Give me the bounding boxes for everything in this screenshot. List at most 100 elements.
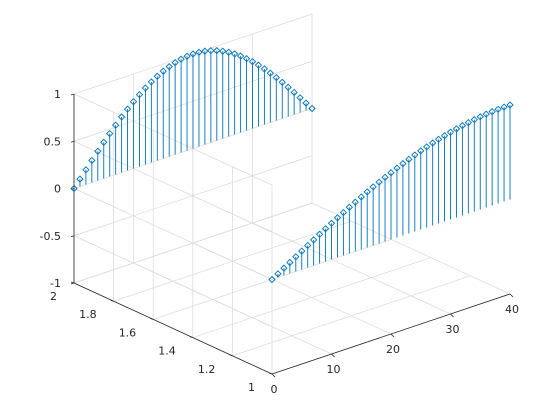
diamond-marker-series-2: [76, 175, 84, 183]
x-tick-mark: [509, 293, 514, 298]
grid-line-x-floor: [252, 222, 451, 315]
diamond-marker-series-2: [82, 166, 90, 174]
diamond-marker-series-2: [88, 156, 96, 165]
diamond-marker-series-2: [117, 113, 126, 121]
x-tick-mark: [450, 313, 454, 318]
x-tick-label: 0: [271, 383, 278, 396]
z-tick-label: -1: [50, 277, 61, 290]
diamond-marker-series-2: [171, 59, 179, 67]
y-tick-label: 1.8: [79, 308, 97, 321]
z-tick-label: 0: [54, 183, 61, 196]
diamond-marker-series-2: [153, 72, 161, 80]
diamond-marker-series-1: [369, 183, 377, 191]
diamond-marker-series-1: [327, 219, 336, 227]
x-tick-label: 40: [505, 303, 519, 316]
diamond-marker-series-1: [429, 139, 437, 147]
diamond-marker-series-2: [272, 73, 280, 82]
diamond-marker-series-2: [183, 52, 191, 60]
y-tick-mark: [110, 299, 114, 302]
x-tick-label: 30: [446, 323, 460, 336]
diamond-marker-series-1: [363, 188, 371, 196]
diamond-marker-series-1: [452, 125, 461, 133]
diamond-marker-series-2: [129, 98, 138, 106]
grid-line-z-left: [73, 140, 273, 233]
grid-line-y-floor: [192, 257, 431, 338]
diamond-marker-series-1: [268, 275, 276, 284]
diamond-marker-series-1: [494, 105, 502, 113]
diamond-marker-series-2: [195, 48, 203, 56]
diamond-marker-series-1: [482, 110, 490, 118]
diamond-marker-series-2: [112, 121, 120, 129]
diamond-marker-series-2: [106, 129, 114, 138]
diamond-marker-series-2: [290, 88, 298, 97]
diamond-marker-series-2: [147, 78, 155, 86]
y-tick-label: 1.6: [119, 326, 137, 339]
diamond-marker-series-2: [278, 78, 286, 86]
x-tick-mark: [390, 333, 395, 338]
x-tick-mark: [331, 353, 335, 358]
diamond-marker-series-1: [310, 236, 318, 244]
diamond-marker-series-1: [506, 101, 514, 109]
y-axis-line: [73, 282, 273, 375]
diamond-marker-series-1: [292, 253, 300, 261]
diamond-marker-series-1: [458, 121, 467, 130]
diamond-marker-series-2: [70, 184, 78, 193]
diamond-marker-series-1: [488, 108, 496, 116]
z-tick-label: 0.5: [44, 135, 62, 148]
diamond-marker-series-2: [201, 47, 209, 55]
diamond-marker-series-1: [274, 270, 282, 278]
diamond-marker-series-2: [123, 105, 132, 113]
diamond-marker-series-1: [440, 132, 449, 140]
z-tick-label: 1: [54, 88, 61, 101]
diamond-marker-series-1: [339, 208, 348, 217]
grid-line-y-floor: [153, 239, 392, 320]
diamond-marker-series-2: [207, 47, 215, 55]
y-tick-label: 1.4: [158, 345, 176, 358]
diamond-marker-series-2: [308, 104, 316, 113]
z-tick-mark: [70, 282, 75, 285]
diamond-marker-series-2: [284, 83, 292, 91]
data-markers: [70, 46, 514, 284]
diamond-marker-series-1: [393, 164, 401, 172]
y-tick-mark: [229, 354, 233, 357]
diamond-marker-series-1: [434, 135, 443, 143]
diamond-marker-series-1: [500, 103, 508, 111]
y-tick-label: 2: [50, 290, 57, 303]
diamond-marker-series-1: [333, 214, 342, 222]
z-tick-mark: [70, 235, 75, 238]
diamond-marker-series-1: [417, 147, 425, 155]
y-tick-mark: [268, 372, 273, 375]
x-tick-label: 20: [386, 343, 400, 356]
diamond-marker-series-1: [351, 198, 359, 206]
axis-lines: [70, 93, 514, 378]
z-tick-label: -0.5: [40, 230, 61, 243]
diamond-marker-series-1: [446, 128, 455, 136]
diamond-marker-series-1: [280, 264, 288, 272]
data-stems: [79, 50, 511, 278]
tick-labels: 0 10 20 30 40 1 1.2 1.4 1.6 1.8 2-1 -0.5 0 0.5 1: [40, 88, 519, 396]
diamond-marker-series-1: [464, 118, 472, 127]
diamond-marker-series-1: [476, 113, 484, 121]
diamond-marker-series-2: [219, 47, 227, 55]
diamond-marker-series-2: [236, 52, 245, 60]
diamond-marker-series-2: [248, 58, 257, 66]
grid-line-z-left: [73, 235, 273, 328]
diamond-marker-series-2: [94, 147, 102, 155]
diamond-marker-series-1: [375, 178, 383, 186]
y-tick-label: 1: [248, 381, 255, 394]
grid-line-z-left: [73, 93, 273, 186]
diamond-marker-series-1: [298, 247, 306, 255]
diamond-marker-series-2: [177, 55, 185, 63]
diamond-marker-series-2: [254, 61, 263, 69]
diamond-marker-series-1: [411, 151, 419, 159]
diamond-marker-series-2: [231, 50, 239, 58]
diamond-marker-series-1: [423, 143, 431, 151]
x-tick-mark: [271, 373, 276, 378]
diamond-marker-series-1: [315, 230, 324, 238]
diamond-marker-series-2: [266, 69, 274, 77]
x-tick-label: 10: [327, 363, 341, 376]
diamond-marker-series-1: [405, 155, 413, 163]
diamond-marker-series-1: [381, 173, 389, 181]
diamond-marker-series-1: [286, 258, 294, 267]
